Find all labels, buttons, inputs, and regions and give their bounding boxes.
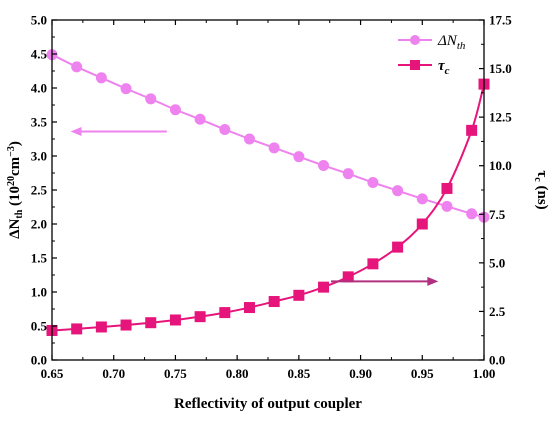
data-point-tau-c [318, 281, 330, 293]
data-point-tau-c [466, 124, 478, 136]
data-point-delta-n [293, 151, 305, 163]
y-left-tick-label: 1.0 [31, 285, 47, 300]
series-tau-c [46, 78, 490, 336]
data-point-delta-n [169, 104, 181, 116]
legend-label-tau-c: τc [438, 58, 450, 77]
series-line-delta-n [51, 53, 485, 219]
y-left-tick-label: 4.5 [31, 47, 48, 62]
y-axis-title-right-sub: c [532, 177, 543, 182]
data-point-tau-c [243, 302, 255, 314]
data-point-delta-n [318, 160, 330, 172]
legend-label-delta-n-sub: th [457, 40, 466, 52]
data-point-tau-c [145, 317, 157, 329]
data-point-tau-c [416, 218, 428, 230]
y-axis-title-left-sub: th [14, 209, 25, 218]
y-left-tick-label: 3.0 [31, 149, 47, 164]
y-right-tick-label: 12.5 [489, 110, 512, 125]
y-left-tick-label: 0.0 [31, 353, 47, 368]
data-point-delta-n [466, 208, 478, 220]
y-left-tick-label: 5.0 [31, 13, 47, 28]
data-point-delta-n [95, 72, 107, 84]
x-tick-label: 0.80 [226, 366, 249, 381]
y-right-tick-label: 5.0 [489, 255, 505, 270]
legend-marker-tau-c [410, 60, 420, 70]
y-left-tick-label: 1.5 [31, 251, 48, 266]
x-tick-label: 0.75 [164, 366, 187, 381]
x-axis-title: Reflectivity of output coupler [174, 396, 362, 412]
x-tick-label: 0.90 [349, 366, 372, 381]
data-point-tau-c [95, 321, 107, 333]
data-point-delta-n [145, 93, 157, 105]
data-point-delta-n [71, 61, 83, 73]
legend-label-delta-n: ΔNth [437, 33, 466, 52]
series-line-tau-c [51, 83, 485, 332]
y-axis-title-left-unit-pre: (10 [7, 186, 23, 210]
x-tick-label: 1.00 [473, 366, 496, 381]
data-point-delta-n [243, 133, 255, 145]
data-point-tau-c [367, 258, 379, 270]
plot-frame [51, 19, 485, 361]
x-tick-label: 0.65 [41, 366, 64, 381]
y-axis-title-left-unit-mid: cm [7, 156, 23, 176]
y-right-tick-label: 0.0 [489, 353, 505, 368]
y-axis-title-right-main: τ [534, 170, 550, 177]
y-axis-title-left: ΔNth (1020cm−3) [6, 141, 25, 239]
legend-item-tau-c: τc [398, 58, 450, 77]
data-point-delta-n [342, 168, 354, 180]
series-delta-n [46, 49, 490, 223]
y-right-tick-label: 2.5 [489, 304, 506, 319]
data-point-delta-n [194, 113, 206, 125]
data-point-tau-c [293, 289, 305, 301]
data-point-tau-c [268, 296, 280, 308]
legend: ΔNth τc [398, 33, 466, 77]
data-point-delta-n [416, 193, 428, 205]
y-left-tick-label: 4.0 [31, 81, 47, 96]
y-axis-title-left-main: ΔN [7, 218, 23, 238]
data-point-delta-n [392, 185, 404, 197]
y-axis-title-right: τc (ns) [532, 170, 550, 209]
data-point-tau-c [392, 241, 404, 253]
y-axis-title-left-unit-sup2: −3 [6, 146, 17, 157]
arrowhead-left [70, 127, 82, 137]
legend-label-tau-c-main: τ [438, 58, 446, 74]
data-point-delta-n [219, 123, 231, 135]
data-point-tau-c [219, 307, 231, 319]
legend-label-tau-c-sub: c [445, 65, 450, 77]
data-point-delta-n [268, 142, 280, 154]
y-left-tick-label: 2.5 [31, 183, 48, 198]
data-point-tau-c [169, 314, 181, 326]
data-point-delta-n [120, 83, 132, 95]
y-axis-title-left-unit-sup: 20 [6, 176, 17, 186]
arrowhead-right [427, 276, 439, 286]
x-tick-label: 0.95 [411, 366, 434, 381]
data-point-tau-c [441, 182, 453, 194]
x-tick-label: 0.85 [287, 366, 310, 381]
y-right-tick-label: 7.5 [489, 207, 506, 222]
y-axis-title-right-unit: (ns) [534, 182, 550, 210]
y-right-tick-label: 17.5 [489, 13, 512, 28]
y-left-tick-label: 3.5 [31, 115, 48, 130]
y-axis-title-left-unit-post: ) [7, 141, 23, 146]
y-right-tick-label: 10.0 [489, 158, 512, 173]
data-point-tau-c [194, 311, 206, 323]
data-point-delta-n [441, 200, 453, 212]
data-point-tau-c [71, 323, 83, 335]
y-right-tick-label: 15.0 [489, 61, 512, 76]
data-point-delta-n [367, 177, 379, 189]
y-left-tick-label: 2.0 [31, 217, 47, 232]
data-point-tau-c [120, 319, 132, 331]
legend-marker-delta-n [410, 35, 420, 45]
legend-label-delta-n-main: ΔN [437, 33, 458, 49]
legend-item-delta-n: ΔNth [398, 33, 466, 52]
y-left-tick-label: 0.5 [31, 319, 48, 334]
x-tick-label: 0.70 [102, 366, 125, 381]
